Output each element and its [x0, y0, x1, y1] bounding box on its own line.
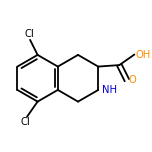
Text: O: O — [128, 75, 136, 85]
Text: OH: OH — [135, 50, 150, 60]
Text: Cl: Cl — [21, 117, 30, 127]
Text: NH: NH — [102, 85, 117, 95]
Text: Cl: Cl — [24, 29, 34, 39]
